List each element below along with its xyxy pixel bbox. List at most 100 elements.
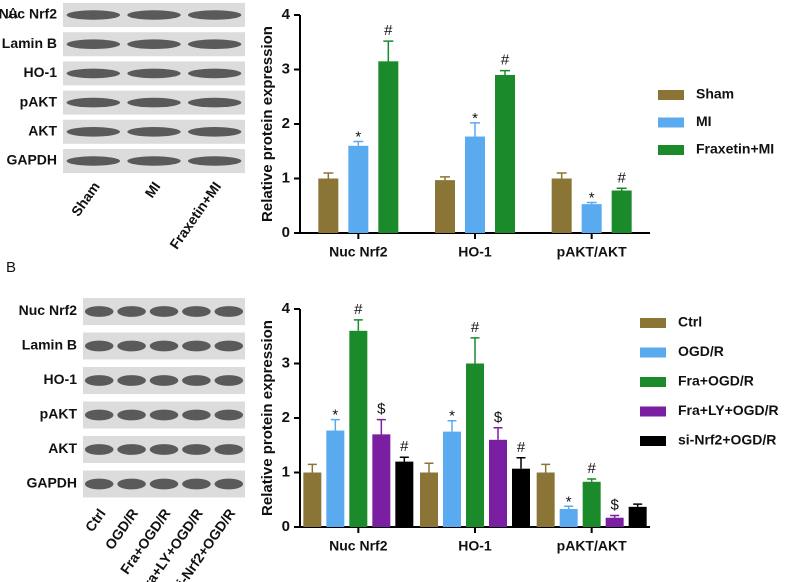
bar [465, 136, 485, 233]
y-tick-label: 3 [282, 60, 290, 77]
significance-mark: * [566, 493, 572, 510]
significance-mark: * [472, 110, 478, 127]
legend-swatch [640, 347, 666, 358]
blot-band [214, 306, 244, 317]
blot-band [182, 478, 211, 490]
error-bar [376, 418, 386, 435]
legend-swatch [640, 436, 666, 446]
legend-swatch [640, 377, 666, 387]
blot-band [117, 478, 146, 490]
bar [372, 434, 391, 527]
significance-mark: $ [494, 409, 503, 426]
bar [512, 468, 530, 527]
blot-band [214, 409, 244, 421]
error-bar [353, 319, 363, 331]
bar [435, 180, 455, 233]
legend-label: Sham [696, 86, 734, 102]
bar [559, 509, 578, 527]
blot-band [149, 478, 179, 490]
blot-band [66, 97, 121, 108]
blot-row-label: HO-1 [24, 64, 58, 80]
blot-band [182, 306, 211, 317]
error-bar [470, 337, 480, 364]
y-tick-label: 4 [282, 6, 291, 23]
blot-band [127, 156, 181, 166]
error-bar [556, 172, 567, 179]
x-tick-label: HO-1 [458, 538, 492, 554]
blot-band [214, 444, 244, 455]
legend-swatch [658, 145, 684, 155]
legend-swatch [640, 318, 666, 328]
blot-lane-label: MI [141, 179, 163, 201]
significance-mark: # [384, 22, 393, 39]
blot-band [149, 306, 179, 317]
significance-mark: * [449, 408, 455, 425]
legend-label: MI [696, 113, 712, 129]
error-bar [353, 140, 364, 146]
significance-mark: * [332, 407, 338, 424]
error-bar [323, 172, 334, 179]
blot-row-label: Nuc Nrf2 [0, 6, 57, 22]
blot-band [214, 375, 244, 386]
blot-lane-label: Ctrl [82, 506, 109, 535]
blot-row-label: HO-1 [44, 371, 78, 387]
y-tick-label: 2 [282, 409, 290, 426]
y-tick-label: 0 [282, 224, 290, 241]
error-bar [399, 456, 409, 462]
bar [378, 61, 399, 234]
blot-lane-label: Sham [68, 179, 103, 219]
significance-mark: # [517, 439, 526, 456]
blot-band [182, 444, 211, 455]
legend-label: Ctrl [678, 314, 702, 330]
significance-mark: # [617, 169, 626, 186]
error-bar [424, 462, 434, 473]
x-tick-label: pAKT/AKT [557, 244, 627, 260]
blot-band [182, 409, 211, 421]
x-tick-label: Nuc Nrf2 [329, 244, 388, 260]
legend-label: Fraxetin+MI [696, 141, 774, 157]
legend-swatch [658, 117, 684, 128]
y-tick-label: 2 [282, 115, 290, 132]
blot-row-label: pAKT [40, 406, 78, 422]
x-tick-label: Nuc Nrf2 [329, 538, 388, 554]
x-tick-label: pAKT/AKT [557, 538, 627, 554]
significance-mark: $ [377, 401, 386, 418]
blot-band [127, 10, 181, 20]
blot-band [149, 409, 179, 421]
error-bar [500, 69, 510, 75]
bar [466, 363, 484, 527]
error-bar [383, 40, 394, 62]
bar [582, 481, 601, 527]
blot-band [182, 340, 211, 352]
legend-swatch [658, 90, 684, 100]
blot-band [117, 340, 146, 352]
significance-mark: # [354, 301, 363, 318]
blot-band [214, 478, 244, 490]
blot-row-label: Lamin B [2, 35, 57, 51]
bar [318, 178, 339, 233]
bar [420, 472, 438, 527]
bar [326, 430, 345, 527]
bar [581, 204, 602, 233]
y-axis-title: Relative protein expression [259, 320, 276, 516]
significance-mark: * [589, 189, 595, 206]
legend-label: Fra+OGD/R [678, 373, 754, 389]
blot-band [66, 10, 121, 20]
bar [536, 472, 555, 527]
y-tick-label: 0 [282, 518, 290, 535]
error-bar [493, 427, 503, 440]
blot-row-label: pAKT [20, 93, 58, 109]
panel-label: A [8, 5, 18, 22]
significance-mark: * [355, 128, 361, 145]
significance-mark: $ [610, 497, 619, 514]
bar [349, 330, 368, 527]
error-bar [516, 457, 526, 469]
bar [551, 178, 572, 233]
bar [303, 472, 322, 527]
legend-label: si-Nrf2+OGD/R [678, 432, 776, 448]
error-bar [616, 187, 627, 191]
error-bar [564, 505, 574, 510]
error-bar [587, 478, 597, 482]
blot-band [149, 444, 179, 455]
blot-band [117, 375, 146, 386]
